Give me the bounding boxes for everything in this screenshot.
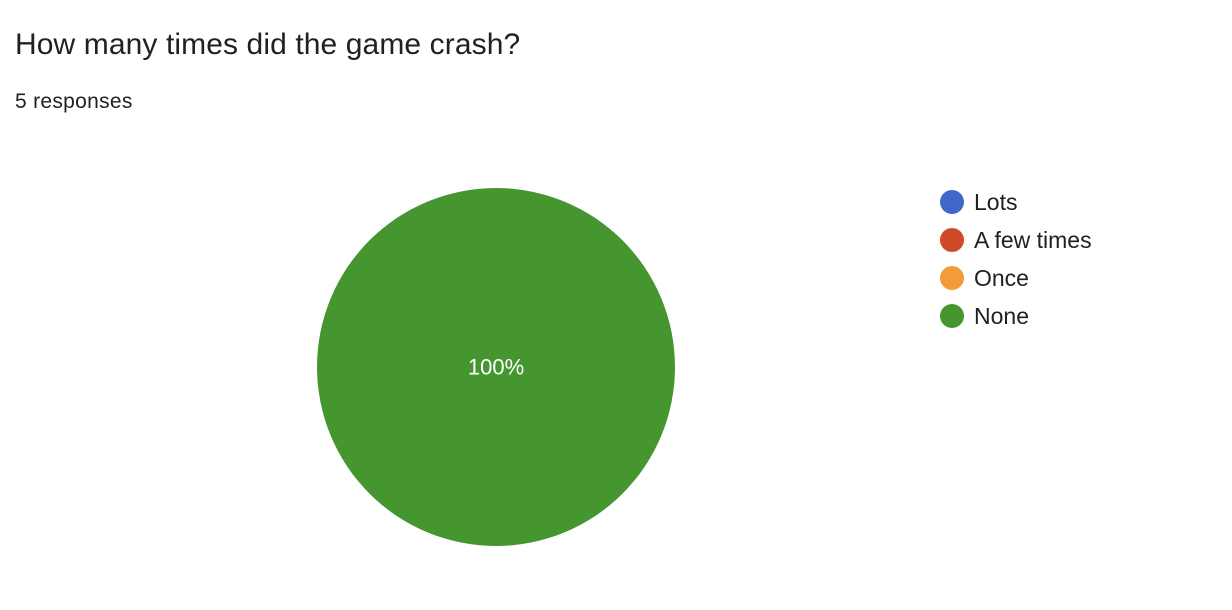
legend-swatch-icon [940, 266, 964, 290]
legend-item-none[interactable]: None [940, 297, 1092, 335]
legend-swatch-icon [940, 304, 964, 328]
pie-slice-label: 100% [468, 355, 524, 380]
legend-label: None [974, 302, 1029, 329]
pie-slice-none[interactable] [317, 188, 675, 546]
legend-swatch-icon [940, 228, 964, 252]
chart-legend: Lots A few times Once None [940, 183, 1092, 335]
legend-item-once[interactable]: Once [940, 259, 1092, 297]
legend-item-a-few-times[interactable]: A few times [940, 221, 1092, 259]
pie-labels: 100% [468, 355, 524, 380]
responses-count: 5 responses [15, 90, 133, 113]
legend-swatch-icon [940, 190, 964, 214]
legend-label: Lots [974, 188, 1018, 215]
legend-label: A few times [974, 226, 1092, 253]
legend-item-lots[interactable]: Lots [940, 183, 1092, 221]
legend-label: Once [974, 264, 1029, 291]
pie-slices [317, 188, 675, 546]
question-title: How many times did the game crash? [15, 28, 521, 61]
